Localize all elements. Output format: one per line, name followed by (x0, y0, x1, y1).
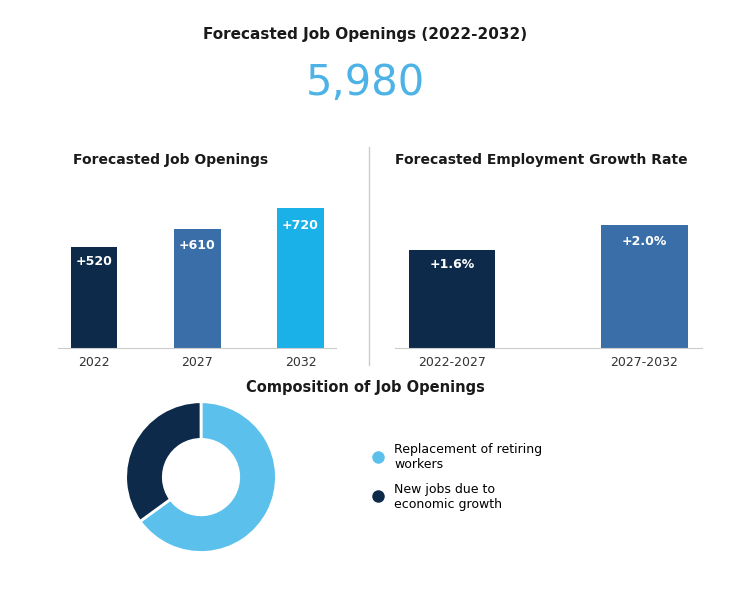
Bar (71, 247, 118, 348)
Wedge shape (140, 402, 276, 552)
Text: +2.0%: +2.0% (622, 235, 667, 248)
Text: 5,980: 5,980 (306, 62, 425, 104)
Text: Forecasted Job Openings: Forecasted Job Openings (73, 153, 268, 167)
Text: +520: +520 (76, 254, 113, 267)
Text: Composition of Job Openings: Composition of Job Openings (246, 380, 485, 395)
Bar (277, 208, 324, 348)
Text: Forecasted Employment Growth Rate: Forecasted Employment Growth Rate (395, 153, 687, 167)
Text: +1.6%: +1.6% (429, 257, 474, 270)
Bar (601, 226, 688, 348)
Text: +610: +610 (179, 239, 216, 252)
Text: +720: +720 (282, 219, 319, 232)
Bar (409, 250, 496, 348)
Bar (174, 229, 221, 348)
Text: Forecasted Job Openings (2022-2032): Forecasted Job Openings (2022-2032) (203, 27, 528, 41)
Wedge shape (126, 402, 201, 521)
Legend: Replacement of retiring
workers, New jobs due to
economic growth: Replacement of retiring workers, New job… (372, 444, 542, 511)
